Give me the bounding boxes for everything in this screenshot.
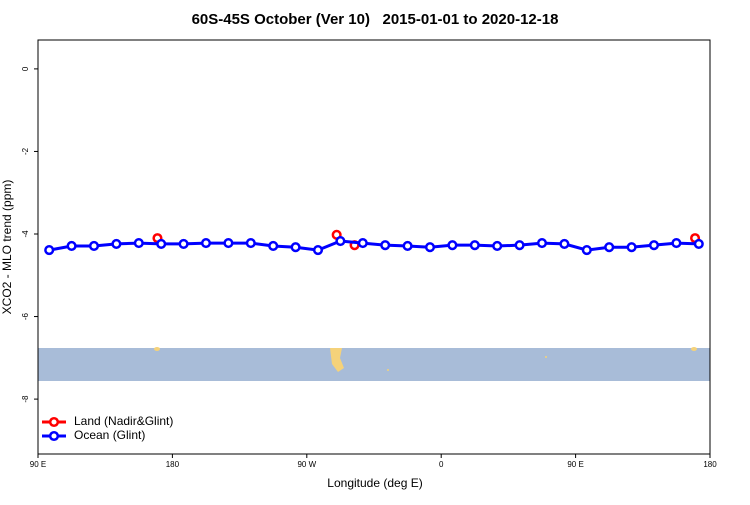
y-tick-label: -6	[21, 312, 30, 320]
legend-marker	[48, 430, 60, 442]
y-tick-label: -2	[21, 147, 30, 155]
point	[178, 238, 189, 249]
y-tick-label: -4	[21, 230, 30, 238]
point	[604, 242, 615, 253]
point	[581, 245, 592, 256]
chart-title: 60S-45S October (Ver 10) 2015-01-01 to 2…	[192, 11, 559, 28]
point	[693, 238, 704, 249]
y-axis-label: XCO2 - MLO trend (ppm)	[0, 180, 14, 315]
land-shapes	[154, 347, 697, 372]
x-tick-label: 180	[703, 460, 717, 469]
point	[290, 242, 301, 253]
point	[357, 238, 368, 249]
point	[156, 238, 167, 249]
x-tick-label: 90 E	[567, 460, 583, 469]
x-tick-label: 0	[439, 460, 444, 469]
point	[245, 238, 256, 249]
point	[66, 240, 77, 252]
point	[402, 240, 413, 252]
point	[44, 245, 55, 256]
point	[312, 245, 324, 256]
legend-label: Ocean (Glint)	[74, 428, 145, 442]
legend: Land (Nadir&Glint)Ocean (Glint)	[42, 414, 173, 442]
legend-marker	[48, 416, 60, 428]
y-tick-label: -8	[21, 395, 30, 403]
x-tick-label: 90 E	[30, 460, 46, 469]
point	[268, 240, 279, 252]
point	[626, 242, 637, 253]
point	[492, 240, 503, 252]
plot-frame	[37, 39, 711, 455]
point	[133, 238, 144, 249]
point	[536, 238, 548, 249]
point	[447, 240, 458, 251]
point	[424, 242, 436, 253]
legend-label: Land (Nadir&Glint)	[74, 414, 173, 428]
point	[469, 240, 480, 251]
point	[223, 238, 234, 249]
map-strip	[38, 348, 710, 381]
point	[200, 238, 212, 249]
point	[514, 240, 525, 251]
point	[111, 238, 122, 249]
line	[48, 239, 699, 252]
x-axis-label: Longitude (deg E)	[327, 476, 422, 490]
point	[380, 240, 391, 251]
point	[648, 240, 660, 251]
point	[671, 238, 682, 249]
point	[559, 238, 570, 249]
y-tick-label: 0	[21, 66, 30, 71]
point	[335, 235, 346, 247]
point	[88, 240, 100, 252]
x-tick-label: 90 W	[297, 460, 316, 469]
x-tick-label: 180	[166, 460, 180, 469]
